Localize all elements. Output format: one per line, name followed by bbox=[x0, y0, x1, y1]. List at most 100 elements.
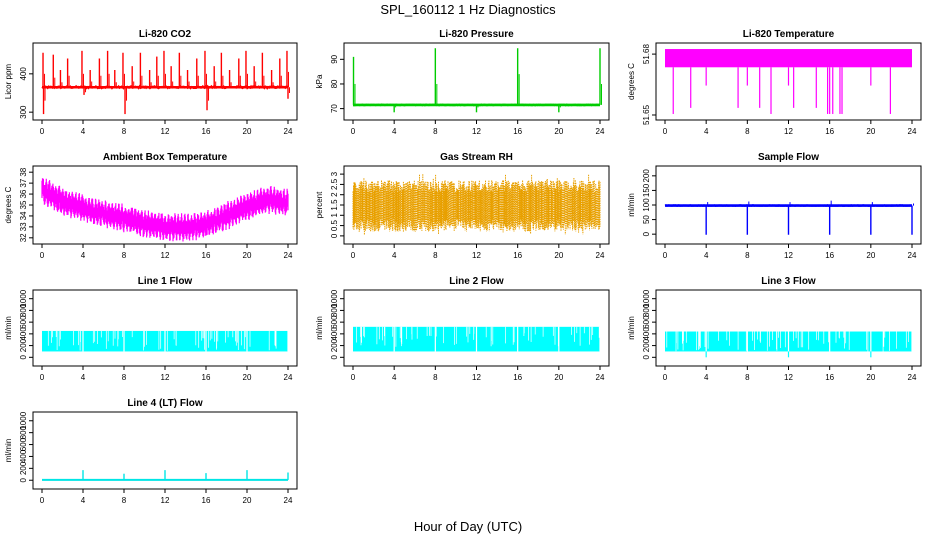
x-tick-label: 16 bbox=[202, 373, 211, 382]
x-tick-label: 16 bbox=[202, 496, 211, 505]
x-tick-label: 8 bbox=[122, 496, 127, 505]
data-series bbox=[41, 50, 290, 115]
x-tick-label: 0 bbox=[351, 373, 356, 382]
figure-title: SPL_160112 1 Hz Diagnostics bbox=[380, 2, 556, 17]
panel-title: Line 1 Flow bbox=[138, 276, 193, 287]
y-axis-label: ml/min bbox=[4, 316, 13, 340]
y-tick-label: 70 bbox=[330, 104, 339, 113]
y-tick-label: 600 bbox=[330, 315, 339, 329]
panel-9: Line 3 Flow ml/min 0 4 8 12 16 20 24 0 20040060080… bbox=[627, 276, 922, 382]
x-tick-label: 0 bbox=[663, 127, 668, 136]
y-tick-label: 32 bbox=[19, 233, 28, 242]
x-tick-label: 8 bbox=[122, 251, 127, 260]
data-fill bbox=[665, 49, 912, 68]
y-axis-label: kPa bbox=[315, 74, 324, 88]
data-series bbox=[42, 470, 289, 481]
data-gaps bbox=[47, 330, 277, 351]
plot-frame bbox=[32, 289, 298, 367]
x-tick-label: 24 bbox=[284, 496, 293, 505]
x-tick-label: 24 bbox=[908, 127, 917, 136]
y-tick-label: 300 bbox=[19, 105, 28, 119]
y-tick-label: 37 bbox=[19, 178, 28, 187]
x-tick-label: 0 bbox=[351, 127, 356, 136]
x-tick-label: 8 bbox=[745, 127, 750, 136]
x-tick-label: 20 bbox=[866, 127, 875, 136]
y-tick-label: 800 bbox=[330, 303, 339, 317]
y-tick-label: 0 bbox=[330, 355, 339, 360]
x-tick-label: 12 bbox=[472, 251, 481, 260]
y-tick-label: 200 bbox=[642, 169, 651, 183]
x-tick-label: 4 bbox=[81, 373, 86, 382]
x-tick-label: 0 bbox=[663, 251, 668, 260]
y-axis-label: ml/min bbox=[4, 439, 13, 463]
y-tick-label: 0 bbox=[330, 233, 339, 238]
x-tick-label: 12 bbox=[161, 373, 170, 382]
x-tick-label: 20 bbox=[554, 251, 563, 260]
y-tick-label: 1000 bbox=[642, 289, 651, 307]
x-tick-label: 24 bbox=[284, 127, 293, 136]
y-tick-label: 35 bbox=[19, 200, 28, 209]
panel-5: Gas Stream RH percent 0 4 8 12 16 20 24 0 0.51 1.5 2… bbox=[315, 152, 610, 260]
panel-title: Ambient Box Temperature bbox=[103, 152, 228, 163]
x-tick-label: 8 bbox=[433, 251, 438, 260]
y-tick-label: 0 bbox=[19, 477, 28, 482]
panel-title: Li-820 Temperature bbox=[743, 29, 835, 40]
data-series bbox=[352, 174, 601, 235]
y-tick-label: 400 bbox=[19, 327, 28, 341]
y-axis-label: Licor ppm bbox=[4, 64, 13, 99]
y-tick-label: 800 bbox=[19, 303, 28, 317]
x-tick-label: 4 bbox=[704, 127, 709, 136]
y-tick-label: 0 bbox=[19, 355, 28, 360]
x-tick-label: 20 bbox=[866, 373, 875, 382]
x-tick-label: 16 bbox=[825, 127, 834, 136]
x-tick-label: 20 bbox=[243, 251, 252, 260]
panel-10: Line 4 (LT) Flow ml/min 0 4 8 12 16 20 24 0 200400… bbox=[4, 398, 298, 505]
y-tick-label: 1000 bbox=[19, 289, 28, 307]
x-tick-label: 16 bbox=[513, 251, 522, 260]
x-tick-label: 12 bbox=[784, 251, 793, 260]
y-tick-label: 80 bbox=[330, 79, 339, 88]
y-tick-label: 36 bbox=[19, 189, 28, 198]
y-tick-label: 800 bbox=[19, 425, 28, 439]
x-tick-label: 8 bbox=[433, 127, 438, 136]
y-tick-label: 2.5 bbox=[330, 178, 339, 190]
x-tick-label: 24 bbox=[596, 373, 605, 382]
x-tick-label: 8 bbox=[745, 251, 750, 260]
y-tick-label: 1000 bbox=[330, 289, 339, 307]
y-tick-label: 400 bbox=[19, 67, 28, 81]
x-tick-label: 0 bbox=[663, 373, 668, 382]
x-tick-label: 8 bbox=[745, 373, 750, 382]
panel-3: Li-820 Temperature degrees C 0 4 8 12 16 20 24 51… bbox=[627, 29, 922, 136]
data-series bbox=[665, 49, 912, 114]
y-tick-label: 34 bbox=[19, 211, 28, 220]
y-tick-label: 1 bbox=[330, 213, 339, 218]
x-tick-label: 16 bbox=[513, 373, 522, 382]
y-tick-label: 2 bbox=[330, 192, 339, 197]
y-tick-label: 400 bbox=[330, 327, 339, 341]
x-tick-label: 20 bbox=[243, 127, 252, 136]
x-tick-label: 0 bbox=[40, 373, 45, 382]
x-tick-label: 16 bbox=[825, 373, 834, 382]
x-tick-label: 12 bbox=[161, 251, 170, 260]
x-tick-label: 4 bbox=[392, 251, 397, 260]
x-tick-label: 4 bbox=[81, 496, 86, 505]
panel-title: Line 3 Flow bbox=[761, 276, 816, 287]
x-tick-label: 20 bbox=[554, 373, 563, 382]
x-tick-label: 16 bbox=[202, 251, 211, 260]
x-tick-label: 4 bbox=[704, 251, 709, 260]
y-tick-label: 1000 bbox=[19, 411, 28, 429]
panel-title: Li-820 CO2 bbox=[139, 29, 192, 40]
y-tick-label: 600 bbox=[19, 315, 28, 329]
x-tick-label: 24 bbox=[596, 127, 605, 136]
y-tick-label: 400 bbox=[19, 449, 28, 463]
data-trace bbox=[352, 174, 601, 235]
x-tick-label: 20 bbox=[243, 496, 252, 505]
x-tick-label: 12 bbox=[472, 127, 481, 136]
panel-4: Ambient Box Temperature degrees C 0 4 8 12 16 2… bbox=[4, 152, 298, 260]
x-tick-label: 24 bbox=[596, 251, 605, 260]
x-tick-label: 20 bbox=[866, 251, 875, 260]
panel-title: Li-820 Pressure bbox=[439, 29, 514, 40]
data-gaps bbox=[666, 331, 909, 352]
x-tick-label: 16 bbox=[202, 127, 211, 136]
panel-8: Line 2 Flow ml/min 0 4 8 12 16 20 24 0 20040060080… bbox=[315, 276, 610, 382]
